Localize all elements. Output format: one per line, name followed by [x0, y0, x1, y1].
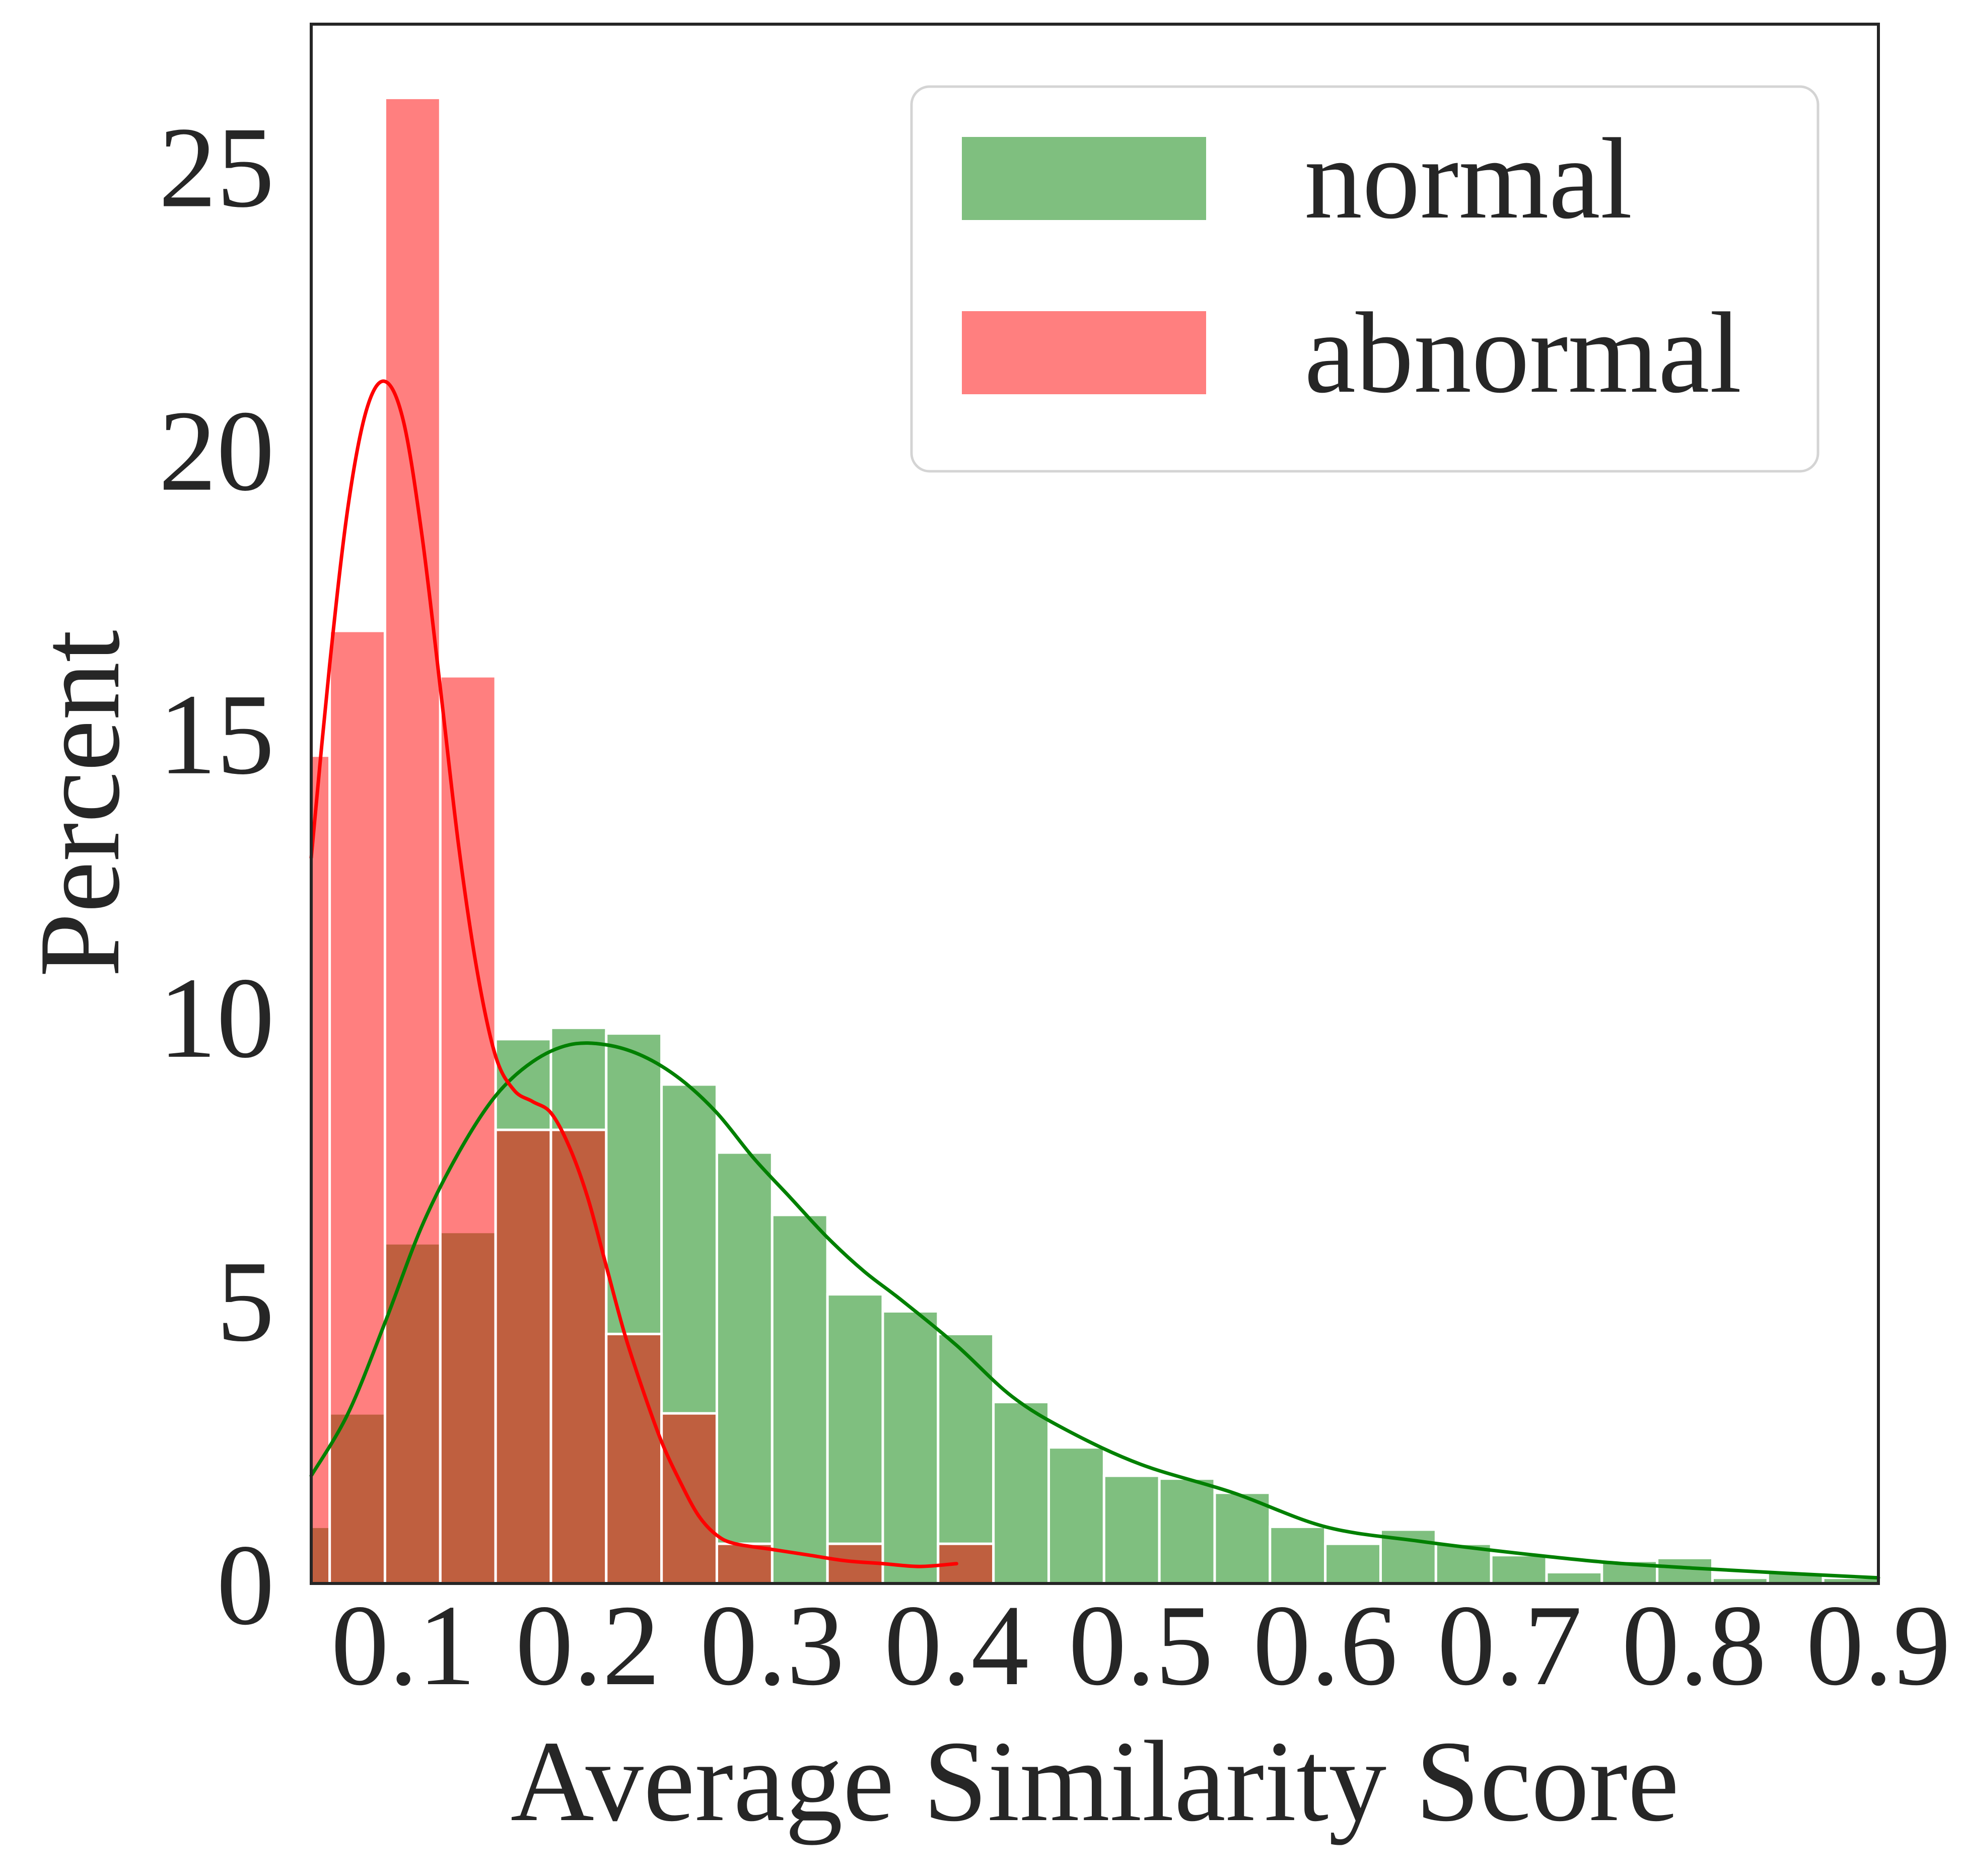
bar-normal-22	[1490, 1554, 1548, 1585]
bar-abnormal-8	[715, 1542, 774, 1585]
x-tick-label: 0.4	[884, 1581, 1029, 1709]
x-tick-label: 0.1	[331, 1581, 476, 1709]
x-tick-label: 0.5	[1069, 1581, 1214, 1709]
bar-abnormal-3	[439, 675, 497, 1585]
x-tick-label: 0.2	[515, 1581, 660, 1709]
bar-normal-8	[715, 1151, 774, 1585]
y-tick-label: 10	[159, 954, 274, 1082]
y-axis-title: Percent	[15, 630, 144, 977]
bar-abnormal-6	[605, 1332, 663, 1585]
bar-normal-17	[1213, 1491, 1272, 1585]
y-axis-ticks: 0 5 10 15 20 25	[159, 103, 274, 1649]
x-axis-ticks: 0.1 0.2 0.3 0.4 0.5 0.6 0.7 0.8 0.9	[331, 1581, 1950, 1709]
bar-normal-9	[771, 1213, 829, 1585]
x-tick-label: 0.6	[1253, 1581, 1398, 1709]
bar-normal-24	[1600, 1559, 1659, 1585]
y-tick-label: 15	[159, 670, 274, 799]
bar-normal-14	[1047, 1446, 1105, 1585]
y-tick-label: 0	[217, 1521, 274, 1649]
x-axis-title: Average Similarity Score	[511, 1717, 1679, 1845]
legend-swatch-normal	[962, 137, 1206, 220]
x-tick-label: 0.7	[1437, 1581, 1582, 1709]
bar-normal-15	[1102, 1474, 1161, 1585]
legend-swatch-abnormal	[962, 311, 1206, 394]
bar-normal-13	[992, 1401, 1050, 1585]
x-tick-label: 0.9	[1806, 1581, 1951, 1709]
bar-normal-18	[1269, 1525, 1327, 1585]
legend-label-abnormal: abnormal	[1304, 288, 1742, 417]
bar-normal-11	[881, 1310, 940, 1585]
kde-line-abnormal	[309, 379, 958, 1568]
bar-normal-25	[1656, 1556, 1714, 1585]
bar-normal-12	[937, 1332, 995, 1585]
bar-abnormal-5	[549, 1128, 608, 1585]
x-tick-label: 0.8	[1622, 1581, 1767, 1709]
bar-abnormal-4	[494, 1128, 552, 1585]
bar-normal-10	[826, 1293, 884, 1585]
x-tick-label: 0.3	[700, 1581, 845, 1709]
y-tick-label: 5	[217, 1237, 274, 1365]
kde-curves	[309, 379, 1880, 1580]
bar-abnormal-1	[328, 629, 386, 1585]
y-tick-label: 20	[159, 387, 274, 515]
y-tick-label: 25	[159, 103, 274, 232]
bar-normal-19	[1324, 1542, 1382, 1585]
legend: normal abnormal	[910, 85, 1819, 473]
legend-label-normal: normal	[1304, 114, 1632, 243]
bar-abnormal-2	[383, 96, 442, 1585]
bar-normal-16	[1158, 1477, 1216, 1585]
kde-line-normal	[309, 1041, 1880, 1580]
plot-frame	[310, 23, 1880, 1585]
